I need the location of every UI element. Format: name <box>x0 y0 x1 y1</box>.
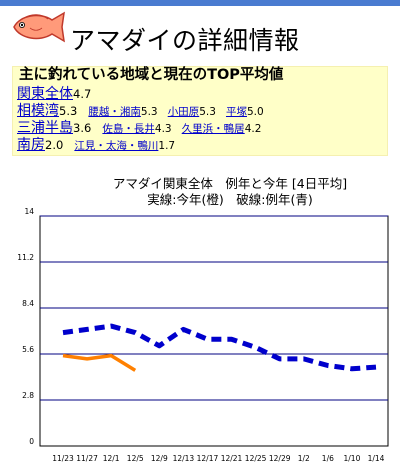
x-tick-label: 12/5 <box>127 454 144 463</box>
chart-area: アマダイ関東全体 例年と今年 [4日平均] 実線:今年(橙) 破線:例年(青) 0 2… <box>0 170 400 464</box>
y-tick-label: 14 <box>24 207 34 216</box>
y-tick-label: 5.6 <box>22 345 34 354</box>
y-tick-label: 11.2 <box>17 253 34 262</box>
y-tick-label: 2.8 <box>22 391 34 400</box>
x-tick-label: 12/13 <box>173 454 195 463</box>
region-row-kanto: 関東全体4.7 <box>17 84 97 103</box>
chart-subtitle: 実線:今年(橙) 破線:例年(青) <box>147 192 312 207</box>
x-tick-label: 1/10 <box>344 454 361 463</box>
region-link[interactable]: 三浦半島 <box>17 120 73 136</box>
plot-frame <box>39 215 389 447</box>
chart-title: アマダイ関東全体 例年と今年 [4日平均] <box>113 176 347 191</box>
page-title: アマダイの詳細情報 <box>70 26 300 55</box>
region-row-nanbo: 南房2.0 江見・太海・鴨川1.7 <box>17 135 180 155</box>
subregion-value: 5.3 <box>140 106 158 118</box>
x-tick-label: 11/27 <box>76 454 98 463</box>
x-tick-label: 1/6 <box>322 454 334 463</box>
x-tick-label: 12/21 <box>221 454 243 463</box>
region-link[interactable]: 南房 <box>17 137 45 153</box>
subregion-value: 4.2 <box>244 123 262 135</box>
x-tick-label: 12/1 <box>103 454 120 463</box>
y-tick-label: 8.4 <box>22 299 34 308</box>
subregion-value: 5.3 <box>199 106 216 118</box>
x-tick-label: 12/17 <box>197 454 219 463</box>
x-tick-label: 12/25 <box>245 454 267 463</box>
subregion-link[interactable]: 小田原 <box>167 106 200 118</box>
subregion-value: 5.0 <box>246 106 264 118</box>
y-tick-label: 0 <box>29 437 34 446</box>
region-link[interactable]: 相模湾 <box>17 103 59 119</box>
subregion-link[interactable]: 平塚 <box>225 106 247 118</box>
region-value: 4.7 <box>73 87 92 101</box>
x-tick-label: 11/23 <box>52 454 74 463</box>
x-tick-label: 12/29 <box>269 454 291 463</box>
region-link[interactable]: 関東全体 <box>17 86 73 102</box>
catch-chart: アマダイ関東全体 例年と今年 [4日平均]実線:今年(橙) 破線:例年(青) 0 2… <box>17 176 389 463</box>
x-tick-label: 12/9 <box>151 454 168 463</box>
x-tick-label: 1/14 <box>368 454 385 463</box>
top-regions-panel: 主に釣れている地域と現在のTOP平均値 関東全体4.7 相模湾5.3 腰越・湘南… <box>12 66 388 156</box>
subregion-link[interactable]: 久里浜・鴨居 <box>181 123 245 135</box>
subregion-link[interactable]: 腰越・湘南 <box>88 106 141 118</box>
series-line-this-year <box>62 353 137 372</box>
subregion-value: 4.3 <box>154 123 172 135</box>
panel-heading: 主に釣れている地域と現在のTOP平均値 <box>19 67 284 83</box>
top-accent-bar <box>0 0 400 6</box>
region-row-miura: 三浦半島3.6 佐島・長井4.3 久里浜・鴨居4.2 <box>17 118 266 138</box>
subregion-link[interactable]: 佐島・長井 <box>102 123 155 135</box>
region-value: 3.6 <box>73 121 92 135</box>
subregion-value: 1.7 <box>158 140 176 152</box>
fish-icon <box>13 11 65 43</box>
x-tick-label: 1/2 <box>298 454 310 463</box>
subregion-link[interactable]: 江見・太海・鴨川 <box>74 140 159 152</box>
region-value: 5.3 <box>59 104 78 118</box>
series-line-last-year <box>62 323 377 372</box>
region-row-sagami: 相模湾5.3 腰越・湘南5.3 小田原5.3 平塚5.0 <box>17 101 269 121</box>
region-value: 2.0 <box>45 138 64 152</box>
